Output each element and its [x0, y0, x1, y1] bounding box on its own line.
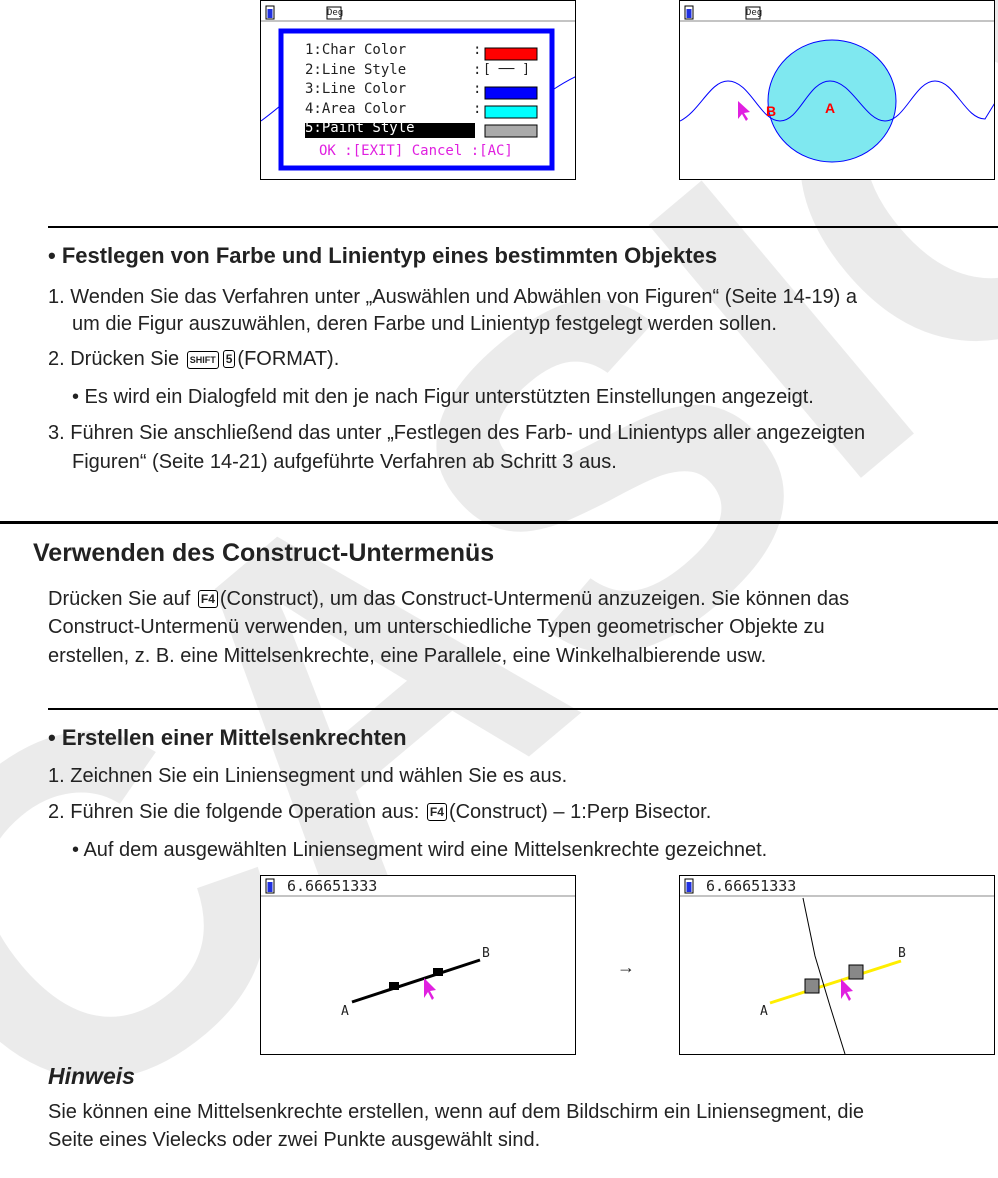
point-label-b: B — [766, 103, 777, 119]
section-title: Verwenden des Construct-Untermenüs — [33, 539, 495, 567]
section-heading: • Erstellen einer Mittelsenkrechten — [48, 725, 407, 750]
angle-mode-indicator: Deg — [327, 8, 344, 18]
calculator-screen-perp-bisector: 6.66651333 A B — [679, 875, 995, 1055]
text: 2. Führen Sie die folgende Operation aus… — [48, 801, 420, 823]
section-divider — [0, 521, 998, 524]
step-label: (FORMAT). — [237, 348, 340, 370]
menu-item-char-color[interactable]: 1:Char Color — [305, 42, 407, 58]
menu-item-paint-style[interactable]: 5:Paint Style — [305, 120, 415, 136]
divider — [48, 708, 998, 710]
note-text: Seite eines Vielecks oder zwei Punkte au… — [48, 1129, 541, 1151]
key-5-icon: 5 — [222, 350, 236, 368]
calculator-screen-format-dialog: 1:Char Color 2:Line Style 3:Line Color 4… — [260, 0, 576, 180]
step-text: um die Figur auszuwählen, deren Farbe un… — [72, 313, 777, 335]
step-text: Figuren“ (Seite 14-21) aufgeführte Verfa… — [72, 451, 617, 473]
arrow-icon: → — [617, 957, 635, 977]
measurement-readout: 6.66651333 — [287, 877, 378, 895]
text: Drücken Sie auf — [48, 588, 191, 610]
menu-item-area-color[interactable]: 4:Area Color — [305, 100, 407, 117]
dialog-footer: OK :[EXIT] Cancel :[AC] — [319, 143, 513, 159]
line-style-value: [ ── ] — [483, 62, 530, 77]
menu-item-line-color[interactable]: 3:Line Color — [305, 81, 407, 97]
point-label-b: B — [482, 946, 490, 961]
paragraph-line: erstellen, z. B. eine Mittelsenkrechte, … — [48, 645, 767, 667]
battery-icon — [265, 5, 275, 20]
divider — [48, 226, 998, 228]
measurement-readout: 6.66651333 — [706, 877, 797, 895]
step-text: 1. Zeichnen Sie ein Liniensegment und wä… — [48, 765, 568, 787]
battery-icon — [265, 878, 275, 894]
point-label-b: B — [898, 946, 906, 961]
battery-icon — [684, 5, 694, 20]
step-text: 2. Führen Sie die folgende Operation aus… — [48, 800, 711, 824]
note-text: Sie können eine Mittelsenkrechte erstell… — [48, 1101, 865, 1123]
step-text: 2. Drücken Sie SHIFT 5 (FORMAT). — [48, 347, 339, 371]
point-label-a: A — [760, 1004, 768, 1019]
section-heading: • Festlegen von Farbe und Linientyp eine… — [48, 243, 718, 268]
point-label-a: A — [825, 100, 836, 116]
battery-icon — [684, 878, 694, 894]
calculator-screen-segment: 6.66651333 A B — [260, 875, 576, 1055]
shift-key-icon: SHIFT — [186, 351, 219, 369]
paragraph-line: Construct-Untermenü verwenden, um unters… — [48, 616, 825, 638]
step-label: 2. Drücken Sie — [48, 348, 180, 370]
menu-item-line-style[interactable]: 2:Line Style — [305, 61, 407, 78]
note-title: Hinweis — [48, 1063, 135, 1089]
text: (Construct) – 1:Perp Bisector. — [448, 801, 712, 823]
f4-key-icon: F4 — [197, 590, 218, 608]
step-text: 1. Wenden Sie das Verfahren unter „Auswä… — [48, 286, 858, 308]
paragraph-line: Drücken Sie auf F4 (Construct), um das Co… — [48, 587, 849, 611]
angle-mode-indicator: Deg — [746, 8, 763, 18]
bullet-text: • Auf dem ausgewählten Liniensegment wir… — [72, 839, 768, 861]
bullet-text: • Es wird ein Dialogfeld mit den je nach… — [72, 386, 814, 408]
calculator-screen-circle: B A Deg — [679, 0, 995, 180]
point-label-a: A — [341, 1004, 349, 1019]
text: (Construct), um das Construct-Untermenü … — [219, 588, 850, 610]
step-text: 3. Führen Sie anschließend das unter „Fe… — [48, 422, 866, 444]
f4-key-icon: F4 — [426, 803, 447, 821]
